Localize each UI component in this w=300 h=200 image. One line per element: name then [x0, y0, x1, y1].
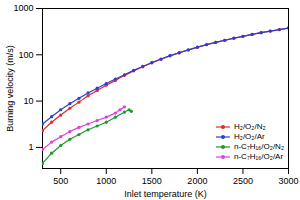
svg-text:100: 100 — [18, 50, 33, 60]
html-text:H₂/O₂/N₂: H₂/O₂/N₂ — [234, 122, 266, 131]
svg-text:10: 10 — [23, 96, 33, 106]
svg-text:3000: 3000 — [278, 176, 298, 186]
html-text:n-C₇H₁₆/O₂/Ar: n-C₇H₁₆/O₂/Ar — [234, 152, 284, 161]
svg-text:1000: 1000 — [96, 176, 116, 186]
svg-text:500: 500 — [53, 176, 68, 186]
svg-text:1: 1 — [28, 142, 33, 152]
svg-text:2500: 2500 — [233, 176, 253, 186]
svg-text:1500: 1500 — [142, 176, 162, 186]
svg-text:1000: 1000 — [13, 3, 33, 13]
svg-text:Burning velocity (m/s): Burning velocity (m/s) — [5, 45, 15, 132]
html-text:H₂/O₂/Ar: H₂/O₂/Ar — [234, 132, 265, 141]
svg-text:2000: 2000 — [187, 176, 207, 186]
html-text:n-C₇H₁₆/O₂/N₂: n-C₇H₁₆/O₂/N₂ — [234, 142, 284, 151]
svg-text:Inlet temperature (K): Inlet temperature (K) — [124, 189, 207, 199]
